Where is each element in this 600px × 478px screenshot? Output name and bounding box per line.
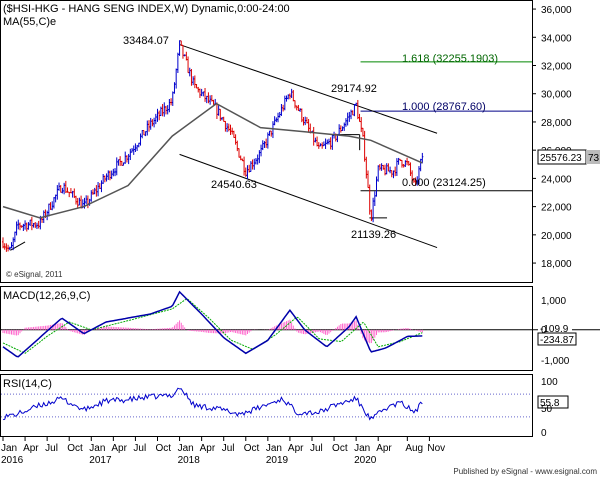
annotation-high-2020: 29174.92 <box>331 83 377 95</box>
x-tick-label: Aug <box>405 443 423 454</box>
price-tick-label: 18,000 <box>541 259 572 270</box>
x-tick-label: Jan <box>178 443 194 454</box>
price-tick-label: 30,000 <box>541 90 572 101</box>
year-label: 2019 <box>266 455 289 466</box>
x-tick-label: Jul <box>133 443 146 454</box>
macd-tick-high: 1,000 <box>541 296 566 307</box>
macd-panel-frame <box>0 286 533 371</box>
annotation-low-2020: 21139.26 <box>351 229 396 241</box>
annotation-low-2018: 24540.63 <box>211 179 257 191</box>
rsi-title: RSI(14,C) <box>3 378 52 390</box>
ma-label: MA(55,C)e <box>3 16 56 28</box>
rsi-tick-50: 50 <box>541 404 553 415</box>
price-tag-hidden-box <box>586 150 600 164</box>
axis-layer: 18,00020,00022,00024,00026,00028,00030,0… <box>1 5 572 466</box>
annotation-high-2018: 33484.07 <box>123 35 169 47</box>
price-tag: 25576.23 <box>540 153 582 164</box>
year-label: 2020 <box>354 455 377 466</box>
x-tick-label: Jan <box>266 443 282 454</box>
macd-tick-low: -1,000 <box>541 356 570 367</box>
channel-line <box>179 153 438 249</box>
rsi-line <box>2 387 423 421</box>
x-tick-label: Jan <box>89 443 105 454</box>
macd-tag: -234.87 <box>540 335 574 346</box>
macd-line <box>2 290 423 358</box>
x-tick-label: Nov <box>427 443 445 454</box>
x-tick-label: Apr <box>288 443 304 454</box>
price-tick-label: 32,000 <box>541 62 572 73</box>
publisher-credit: Published by eSignal - www.esignal.com <box>453 467 597 476</box>
macd-signal-tag: -109.9 <box>540 324 569 335</box>
rsi-layer <box>1 387 532 421</box>
rsi-tick-0: 0 <box>541 428 547 439</box>
watermark: © eSignal, 2011 <box>6 270 63 279</box>
price-tick-label: 36,000 <box>541 5 572 16</box>
macd-tag-box <box>537 332 577 346</box>
macd-title: MACD(12,26,9,C) <box>3 290 90 302</box>
x-tick-label: Oct <box>244 443 260 454</box>
year-label: 2017 <box>89 455 112 466</box>
x-tick-label: Apr <box>23 443 39 454</box>
ma-line <box>2 102 423 219</box>
x-tick-label: Oct <box>155 443 171 454</box>
x-tick-label: Apr <box>200 443 216 454</box>
rsi-tick-100: 100 <box>541 377 558 388</box>
x-tick-label: Jan <box>354 443 370 454</box>
price-tick-label: 20,000 <box>541 231 572 242</box>
price-tick-label: 34,000 <box>541 33 572 44</box>
year-label: 2016 <box>1 455 24 466</box>
price-layer <box>2 40 532 252</box>
x-tick-label: Apr <box>111 443 127 454</box>
channel-line <box>179 44 438 134</box>
price-tag-hidden: 73 <box>588 153 600 164</box>
price-tick-label: 24,000 <box>541 174 572 185</box>
year-label: 2018 <box>178 455 201 466</box>
macd-signal-tag-box <box>538 322 572 334</box>
macd-signal-line <box>2 298 423 354</box>
price-tick-label: 28,000 <box>541 118 572 129</box>
macd-tick-zero: 0 <box>541 325 547 336</box>
fib-1000-label: 1.000 (28767.60) <box>402 101 486 113</box>
rsi-tag: 55.8 <box>540 398 560 409</box>
x-tick-label: Jul <box>222 443 235 454</box>
x-tick-label: Jul <box>45 443 58 454</box>
x-tick-label: Oct <box>332 443 348 454</box>
x-tick-label: Oct <box>67 443 83 454</box>
x-tick-label: Apr <box>376 443 392 454</box>
chart-title: ($HSI-HKG - HANG SENG INDEX,W) Dynamic,0… <box>3 3 290 15</box>
x-tick-label: Jan <box>1 443 17 454</box>
rsi-tag-box <box>537 395 569 409</box>
fib-1618-label: 1.618 (32255.1903) <box>402 53 498 65</box>
fib-0-label: 0.000 (23124.25) <box>402 177 486 189</box>
x-tick-label: Jul <box>310 443 323 454</box>
macd-layer <box>1 290 600 358</box>
price-tick-label: 22,000 <box>541 203 572 214</box>
